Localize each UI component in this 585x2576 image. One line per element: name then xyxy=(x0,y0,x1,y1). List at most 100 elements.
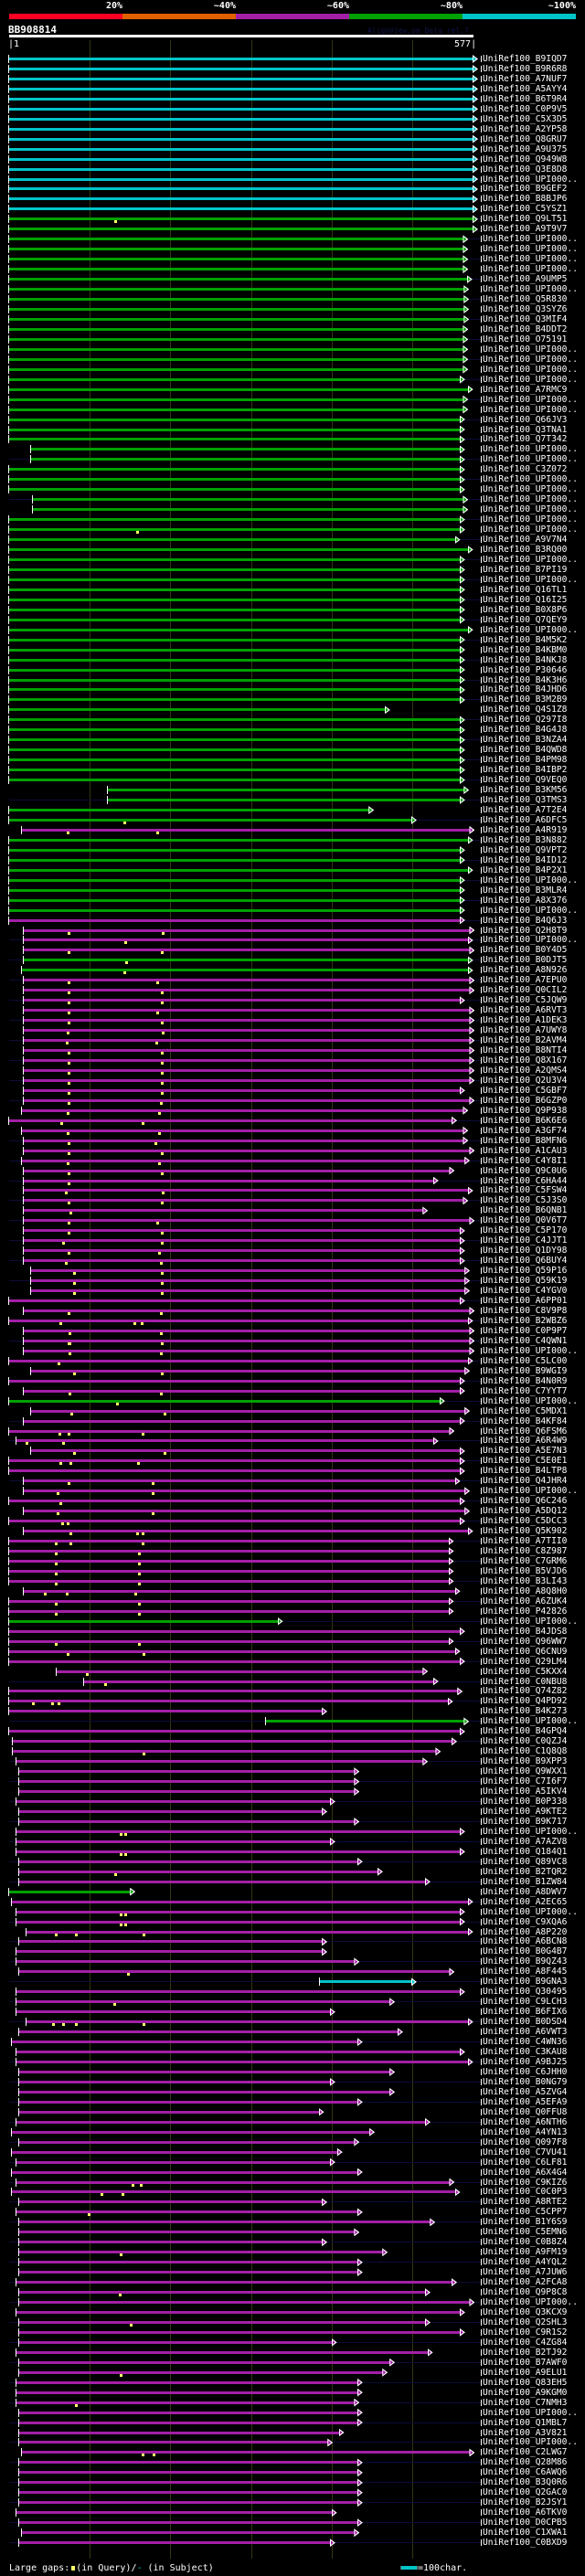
alignment-row[interactable]: UniRef100_A5IKV4 xyxy=(0,1786,585,1797)
alignment-row[interactable]: UniRef100_Q3KCX9 xyxy=(0,2307,585,2317)
alignment-row[interactable]: UniRef100_B4NKJ8 xyxy=(0,655,585,665)
hit-label[interactable]: UniRef100_A9V7N4 xyxy=(483,535,568,546)
hit-label[interactable]: UniRef100_C5MDX1 xyxy=(483,1405,568,1416)
hit-label[interactable]: UniRef100_Q6CNU9 xyxy=(483,1646,568,1657)
hit-label[interactable]: UniRef100_B0G4B7 xyxy=(483,1946,568,1957)
hit-label[interactable]: UniRef100_UPI000.. xyxy=(483,404,578,415)
hit-label[interactable]: UniRef100_C0B8Z4 xyxy=(483,2237,568,2248)
alignment-row[interactable]: UniRef100_C7GRM6 xyxy=(0,1556,585,1566)
alignment-row[interactable]: UniRef100_P42826 xyxy=(0,1606,585,1617)
alignment-row[interactable]: UniRef100_B4DDT2 xyxy=(0,324,585,334)
hit-label[interactable]: UniRef100_B4JDS8 xyxy=(483,1626,568,1637)
hit-label[interactable]: UniRef100_B6FIX6 xyxy=(483,2007,568,2018)
alignment-row[interactable]: UniRef100_B4JDS8 xyxy=(0,1627,585,1637)
alignment-row[interactable]: UniRef100_B9GNA3 xyxy=(0,1977,585,1987)
hit-label[interactable]: UniRef100_C2LWG7 xyxy=(483,2447,568,2458)
alignment-row[interactable]: UniRef100_Q097F8 xyxy=(0,2137,585,2147)
hit-label[interactable]: UniRef100_B4G4J8 xyxy=(483,725,568,736)
alignment-row[interactable]: UniRef100_C3Z072 xyxy=(0,464,585,474)
hit-label[interactable]: UniRef100_B8MFN6 xyxy=(483,1135,568,1146)
alignment-row[interactable]: UniRef100_A9V7N4 xyxy=(0,535,585,545)
hit-label[interactable]: UniRef100_Q3TNA1 xyxy=(483,424,568,435)
alignment-row[interactable]: UniRef100_C0P9P7 xyxy=(0,1326,585,1336)
hit-label[interactable]: UniRef100_B9K717 xyxy=(483,1816,568,1827)
alignment-row[interactable]: UniRef100_B8MFN6 xyxy=(0,1136,585,1146)
hit-label[interactable]: UniRef100_B9XPP3 xyxy=(483,1756,568,1767)
alignment-row[interactable]: UniRef100_A3V821 xyxy=(0,2428,585,2438)
alignment-row[interactable]: UniRef100_A3GF74 xyxy=(0,1126,585,1136)
hit-label[interactable]: UniRef100_A1DEK3 xyxy=(483,1015,568,1026)
alignment-row[interactable]: UniRef100_A2EC65 xyxy=(0,1897,585,1907)
hit-label[interactable]: UniRef100_UPI000.. xyxy=(483,1826,578,1837)
alignment-row[interactable]: UniRef100_A9FM19 xyxy=(0,2247,585,2257)
alignment-row[interactable]: UniRef100_B9IQD7 xyxy=(0,54,585,64)
hit-label[interactable]: UniRef100_Q3TMS3 xyxy=(483,795,568,806)
alignment-row[interactable]: UniRef100_B2TQR2 xyxy=(0,1867,585,1877)
hit-label[interactable]: UniRef100_B7PI19 xyxy=(483,564,568,575)
hit-label[interactable]: UniRef100_A6RVT3 xyxy=(483,1005,568,1016)
hit-label[interactable]: UniRef100_Q83EH5 xyxy=(483,2377,568,2388)
alignment-row[interactable]: UniRef100_UPI000.. xyxy=(0,494,585,504)
alignment-row[interactable]: UniRef100_A7AZV8 xyxy=(0,1837,585,1847)
alignment-row[interactable]: UniRef100_UPI000.. xyxy=(0,254,585,264)
alignment-row[interactable]: UniRef100_B3LI43 xyxy=(0,1576,585,1586)
hit-label[interactable]: UniRef100_A6ZUK4 xyxy=(483,1595,568,1606)
hit-label[interactable]: UniRef100_B9GNA3 xyxy=(483,1977,568,1988)
alignment-row[interactable]: UniRef100_B4JHD6 xyxy=(0,684,585,694)
alignment-row[interactable]: UniRef100_A7JUW6 xyxy=(0,2267,585,2277)
hit-label[interactable]: UniRef100_B3MLR4 xyxy=(483,885,568,896)
hit-label[interactable]: UniRef100_C5P170 xyxy=(483,1225,568,1236)
hit-label[interactable]: UniRef100_A6VWT3 xyxy=(483,2027,568,2038)
hit-label[interactable]: UniRef100_UPI000.. xyxy=(483,234,578,245)
alignment-row[interactable]: UniRef100_Q1DY98 xyxy=(0,1246,585,1256)
hit-label[interactable]: UniRef100_UPI000.. xyxy=(483,2407,578,2418)
hit-label[interactable]: UniRef100_B5VJD6 xyxy=(483,1565,568,1576)
hit-label[interactable]: UniRef100_Q2H8T9 xyxy=(483,925,568,936)
hit-label[interactable]: UniRef100_Q59P16 xyxy=(483,1266,568,1277)
alignment-row[interactable]: UniRef100_B4K273 xyxy=(0,1706,585,1716)
hit-label[interactable]: UniRef100_B0DJT5 xyxy=(483,955,568,966)
alignment-row[interactable]: UniRef100_A9BJ25 xyxy=(0,2057,585,2067)
alignment-row[interactable]: UniRef100_UPI000.. xyxy=(0,935,585,945)
hit-label[interactable]: UniRef100_Q7QEY9 xyxy=(483,614,568,625)
alignment-row[interactable]: UniRef100_B9QZ43 xyxy=(0,1956,585,1966)
hit-label[interactable]: UniRef100_B9QZ43 xyxy=(483,1956,568,1967)
alignment-row[interactable]: UniRef100_C4WN36 xyxy=(0,2037,585,2047)
alignment-row[interactable]: UniRef100_A8RTE2 xyxy=(0,2197,585,2207)
alignment-row[interactable]: UniRef100_UPI000.. xyxy=(0,504,585,514)
alignment-row[interactable]: UniRef100_UPI000.. xyxy=(0,284,585,294)
alignment-row[interactable]: UniRef100_C5CPP7 xyxy=(0,2207,585,2217)
hit-label[interactable]: UniRef100_Q949W8 xyxy=(483,154,568,164)
alignment-row[interactable]: UniRef100_C8V9P8 xyxy=(0,1306,585,1316)
alignment-row[interactable]: UniRef100_C4Y8I1 xyxy=(0,1156,585,1166)
hit-label[interactable]: UniRef100_C5LC00 xyxy=(483,1355,568,1366)
hit-label[interactable]: UniRef100_C5YSZ1 xyxy=(483,204,568,215)
alignment-row[interactable]: UniRef100_C5KXX4 xyxy=(0,1667,585,1677)
alignment-row[interactable]: UniRef100_C7NMH3 xyxy=(0,2398,585,2408)
hit-label[interactable]: UniRef100_Q9VEQ0 xyxy=(483,775,568,786)
alignment-row[interactable]: UniRef100_A8P220 xyxy=(0,1927,585,1937)
alignment-row[interactable]: UniRef100_C5YSZ1 xyxy=(0,204,585,214)
alignment-row[interactable]: UniRef100_B4LTP8 xyxy=(0,1466,585,1476)
hit-label[interactable]: UniRef100_Q4S1Z8 xyxy=(483,705,568,716)
hit-label[interactable]: UniRef100_C4YGV0 xyxy=(483,1286,568,1297)
alignment-row[interactable]: UniRef100_C6LF81 xyxy=(0,2157,585,2168)
alignment-row[interactable]: UniRef100_B0DSD4 xyxy=(0,2017,585,2027)
alignment-row[interactable]: UniRef100_C0QZJ4 xyxy=(0,1736,585,1746)
alignment-row[interactable]: UniRef100_Q59P16 xyxy=(0,1266,585,1276)
hit-label[interactable]: UniRef100_Q29LM4 xyxy=(483,1656,568,1667)
alignment-row[interactable]: UniRef100_Q30495 xyxy=(0,1987,585,1997)
hit-label[interactable]: UniRef100_B6GZP0 xyxy=(483,1095,568,1106)
alignment-row[interactable]: UniRef100_Q9LT51 xyxy=(0,214,585,224)
hit-label[interactable]: UniRef100_UPI000.. xyxy=(483,1486,578,1497)
alignment-row[interactable]: UniRef100_A8F445 xyxy=(0,1966,585,1977)
hit-label[interactable]: UniRef100_UPI000.. xyxy=(483,254,578,265)
hit-label[interactable]: UniRef100_A9BJ25 xyxy=(483,2057,568,2067)
hit-label[interactable]: UniRef100_A9T9V7 xyxy=(483,224,568,235)
hit-label[interactable]: UniRef100_A7TII0 xyxy=(483,1536,568,1547)
hit-label[interactable]: UniRef100_C3KAU8 xyxy=(483,2047,568,2058)
hit-label[interactable]: UniRef100_Q9VPT2 xyxy=(483,844,568,855)
alignment-row[interactable]: UniRef100_UPI000.. xyxy=(0,474,585,484)
alignment-row[interactable]: UniRef100_UPI000.. xyxy=(0,2408,585,2418)
hit-label[interactable]: UniRef100_B4KBM0 xyxy=(483,644,568,655)
